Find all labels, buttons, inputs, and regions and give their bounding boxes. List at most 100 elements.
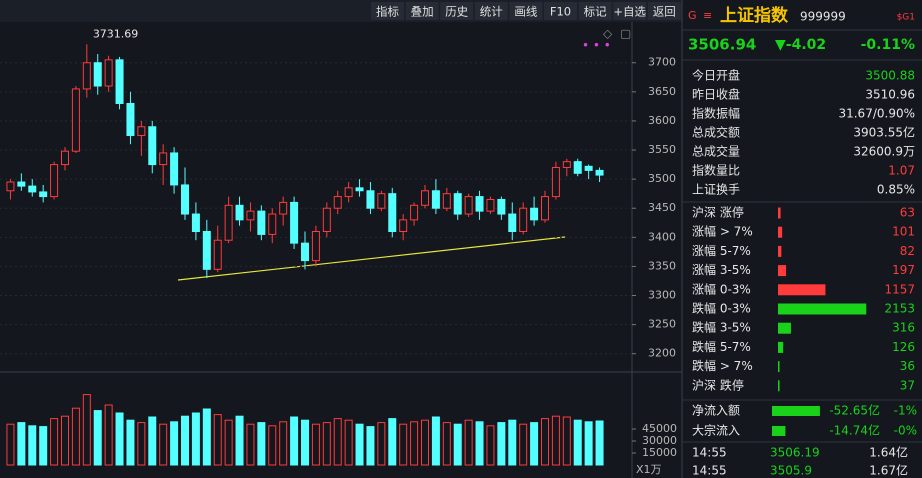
toolbar-button[interactable] <box>371 2 404 20</box>
index-code: 999999 <box>800 10 846 24</box>
toolbar-label[interactable]: F10 <box>550 5 571 19</box>
candle-body <box>333 196 342 209</box>
breadth-bar <box>778 341 784 353</box>
candle-body <box>159 152 168 166</box>
volume-bar <box>279 421 288 466</box>
breadth-bar <box>778 361 780 373</box>
volume-bar <box>71 407 80 466</box>
y-tick-label: 3250 <box>648 318 676 331</box>
volume-bar <box>355 423 364 466</box>
toolbar-label[interactable]: 统计 <box>480 5 503 19</box>
volume-bar <box>333 418 342 466</box>
change: ▼-4.02 <box>775 37 826 53</box>
tick-time: 14:55 <box>692 464 727 478</box>
stat-label: 总成交量 <box>692 144 740 159</box>
volume-bar <box>137 422 146 466</box>
candle-body <box>137 126 146 136</box>
candle-body <box>573 161 582 174</box>
toolbar-button[interactable] <box>578 2 612 20</box>
candle-body <box>224 204 233 241</box>
volume-bar <box>246 423 255 466</box>
volume-bar <box>486 425 495 466</box>
volume-bar <box>344 419 353 466</box>
candle-body <box>399 219 408 232</box>
volume-bar <box>148 416 157 466</box>
toolbar-button[interactable] <box>613 2 647 20</box>
volume-bar <box>115 412 124 466</box>
toolbar-button[interactable] <box>509 2 543 20</box>
icon: ◇ <box>603 27 613 41</box>
toolbar-button[interactable] <box>474 2 508 20</box>
breadth-label: 涨幅 5-7% <box>692 243 751 258</box>
volume-bar <box>551 415 560 466</box>
volume-bar <box>126 419 135 466</box>
breadth-label: 跌幅 0-3% <box>692 301 751 316</box>
candle-body <box>475 196 484 212</box>
y-tick-label: 3300 <box>648 289 676 302</box>
candle-body <box>82 62 91 90</box>
candle-body <box>519 207 528 232</box>
volume-bar <box>584 421 593 466</box>
breadth-value: 36 <box>900 359 915 373</box>
toolbar-button[interactable] <box>440 2 474 20</box>
toolbar-label[interactable]: +自选 <box>613 5 646 19</box>
volume-bar <box>453 423 462 466</box>
volume-bar <box>475 421 484 466</box>
candle-body <box>366 190 375 209</box>
candle-body <box>322 207 331 232</box>
breadth-value: 101 <box>892 225 915 239</box>
volume-bar <box>595 420 604 466</box>
toolbar-label[interactable]: 标记 <box>584 5 607 19</box>
candle-body <box>453 193 462 215</box>
volume-bar <box>181 415 189 466</box>
volume-bar <box>497 422 506 466</box>
candle-body <box>28 185 37 193</box>
flow-value: -52.65亿 <box>829 403 880 418</box>
volume-bar <box>399 423 408 466</box>
breadth-value: 316 <box>892 321 915 335</box>
breadth-label: 沪深 涨停 <box>692 205 744 220</box>
candle-body <box>213 239 222 270</box>
breadth-bar <box>778 284 826 296</box>
tick-time: 14:55 <box>692 446 727 460</box>
breadth-label: 跌幅 3-5% <box>692 320 751 335</box>
toolbar-label[interactable]: 返回 <box>653 5 676 19</box>
tag: $G1 <box>897 13 915 23</box>
volume-bar <box>17 422 26 466</box>
stat-value: 0.85% <box>877 183 915 197</box>
stat-value: 3903.55亿 <box>853 125 915 140</box>
y-tick-label: 3650 <box>648 85 676 98</box>
icon: ▢ <box>620 27 631 41</box>
stat-label: 指数量比 <box>692 163 740 178</box>
breadth-bar <box>778 303 867 315</box>
toolbar-label[interactable]: 画线 <box>514 5 537 19</box>
candle-body <box>584 165 593 171</box>
volume-bar <box>322 422 331 466</box>
breadth-bar <box>778 265 787 277</box>
candle-body <box>39 191 48 198</box>
price: 3506.94 <box>688 36 756 54</box>
toolbar-label[interactable]: 历史 <box>445 5 468 19</box>
toolbar-button[interactable] <box>544 2 577 20</box>
y-tick-label: 3400 <box>648 230 676 243</box>
candle-body <box>246 210 255 221</box>
candle-body <box>464 196 473 215</box>
toolbar-label[interactable]: 叠加 <box>411 5 434 19</box>
toolbar-button[interactable] <box>405 2 439 20</box>
breadth-label: 涨幅 > 7% <box>692 224 753 239</box>
candle-body <box>170 152 179 186</box>
flow-value: -14.74亿 <box>829 423 880 438</box>
breadth-label: 沪深 跌停 <box>692 377 744 392</box>
volume-bar <box>421 419 429 466</box>
candle-body <box>421 190 429 206</box>
y-tick-label: 3350 <box>648 259 676 272</box>
breadth-bar <box>778 322 791 334</box>
toolbar-button[interactable] <box>647 2 681 20</box>
breadth-value: 126 <box>892 340 915 354</box>
breadth-bar <box>778 207 781 219</box>
breadth-bar <box>778 380 780 392</box>
flow-label: 大宗流入 <box>692 423 740 438</box>
stat-label: 昨日收盘 <box>692 87 740 102</box>
toolbar-label[interactable]: 指标 <box>376 5 399 19</box>
